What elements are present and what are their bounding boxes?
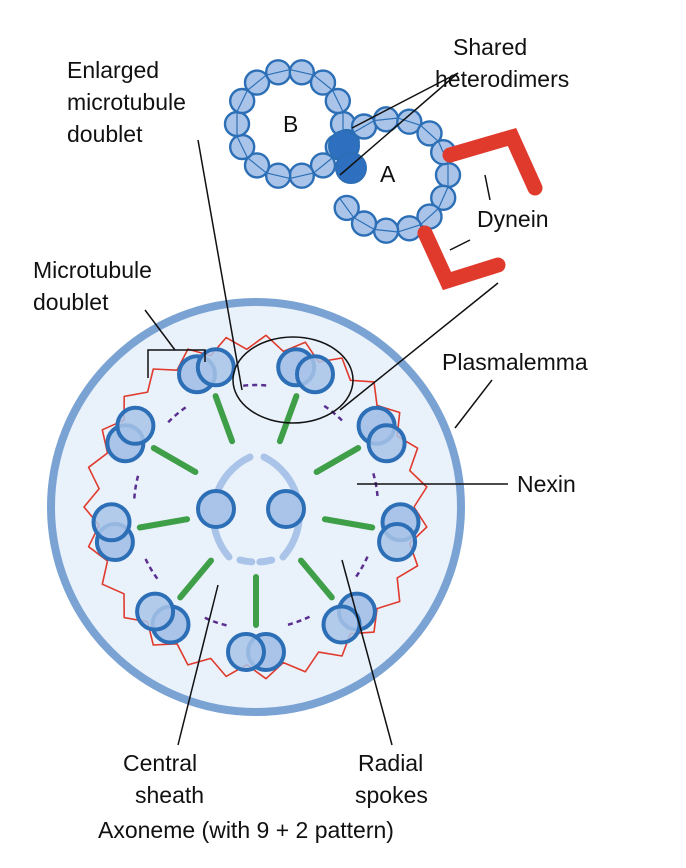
shared-heterodimers-label: Shared heterodimers [435,34,569,92]
shared-heterodimer [335,152,367,184]
nexin-links [133,383,379,627]
dynein-arm-outer [442,127,543,196]
dimer-divider [420,125,439,142]
radial-spoke [298,557,335,601]
microtubule-doublet-icon [377,502,421,562]
dimer-divider [375,117,398,122]
microtubule-doublet-icon [226,632,286,672]
radial-spoke [150,445,199,475]
dimer-divider [354,217,374,230]
dimer-divider [398,224,420,233]
leader-lines [144,72,508,746]
microtubule-doublet-icon [105,405,156,464]
microtubule-doublet-icon [356,405,407,464]
dimer-divider [354,120,374,133]
dimer-divider [290,69,313,76]
dimer-divider [248,158,266,173]
microtubule-doublet-icon [135,591,191,645]
radial-spokes [136,393,376,628]
tubule-a-label: A [380,161,396,187]
dimer-divider [398,117,420,126]
dimer-divider [267,172,290,179]
plasmalemma-label: Plasmalemma [442,349,588,375]
dimer-divider [375,228,398,233]
dimer-divider [438,187,449,209]
caption: Axoneme (with 9 + 2 pattern) [98,817,394,843]
dimer-divider [267,69,290,76]
radial-spokes-label: Radial spokes [355,750,430,808]
enlarged-doublet: B A [223,59,543,291]
dimer-divider [236,90,248,112]
dimer-divider [290,172,313,179]
dimer-divider [339,198,354,218]
dimer-divider [332,90,344,112]
radial-spoke [136,516,191,531]
nexin-label: Nexin [517,471,576,497]
enlarged-region-highlight [232,336,354,424]
dynein-arms-ring [83,334,428,680]
dimer-divider [248,75,266,90]
dynein-arm-inner [417,225,506,291]
microtubule-doublet-icon [276,347,335,395]
axoneme-cross-section [47,298,465,716]
dynein-label: Dynein [477,206,549,232]
radial-spoke [212,393,236,445]
enlarged-doublet-label: Enlarged microtubule doublet [67,57,192,147]
microtubule-doublet-icon [91,502,135,562]
dimer-divider [420,208,439,225]
central-microtubule-icon [266,489,306,529]
tubule-b-label: B [283,111,298,137]
dimer-divider [236,136,248,158]
radial-spoke [321,516,376,531]
radial-spoke [313,445,362,475]
radial-spoke [276,393,300,445]
radial-spoke [177,557,214,601]
peripheral-doublets [91,347,421,672]
microtubule-doublet-icon [177,347,236,395]
dimer-divider [314,158,332,173]
microtubule-doublet-icon [321,591,377,645]
microtubule-doublet-label: Microtubule doublet [33,257,158,315]
central-sheath-label: Central sheath [123,750,204,808]
dimer-divider [314,75,332,90]
central-microtubule-icon [196,489,236,529]
